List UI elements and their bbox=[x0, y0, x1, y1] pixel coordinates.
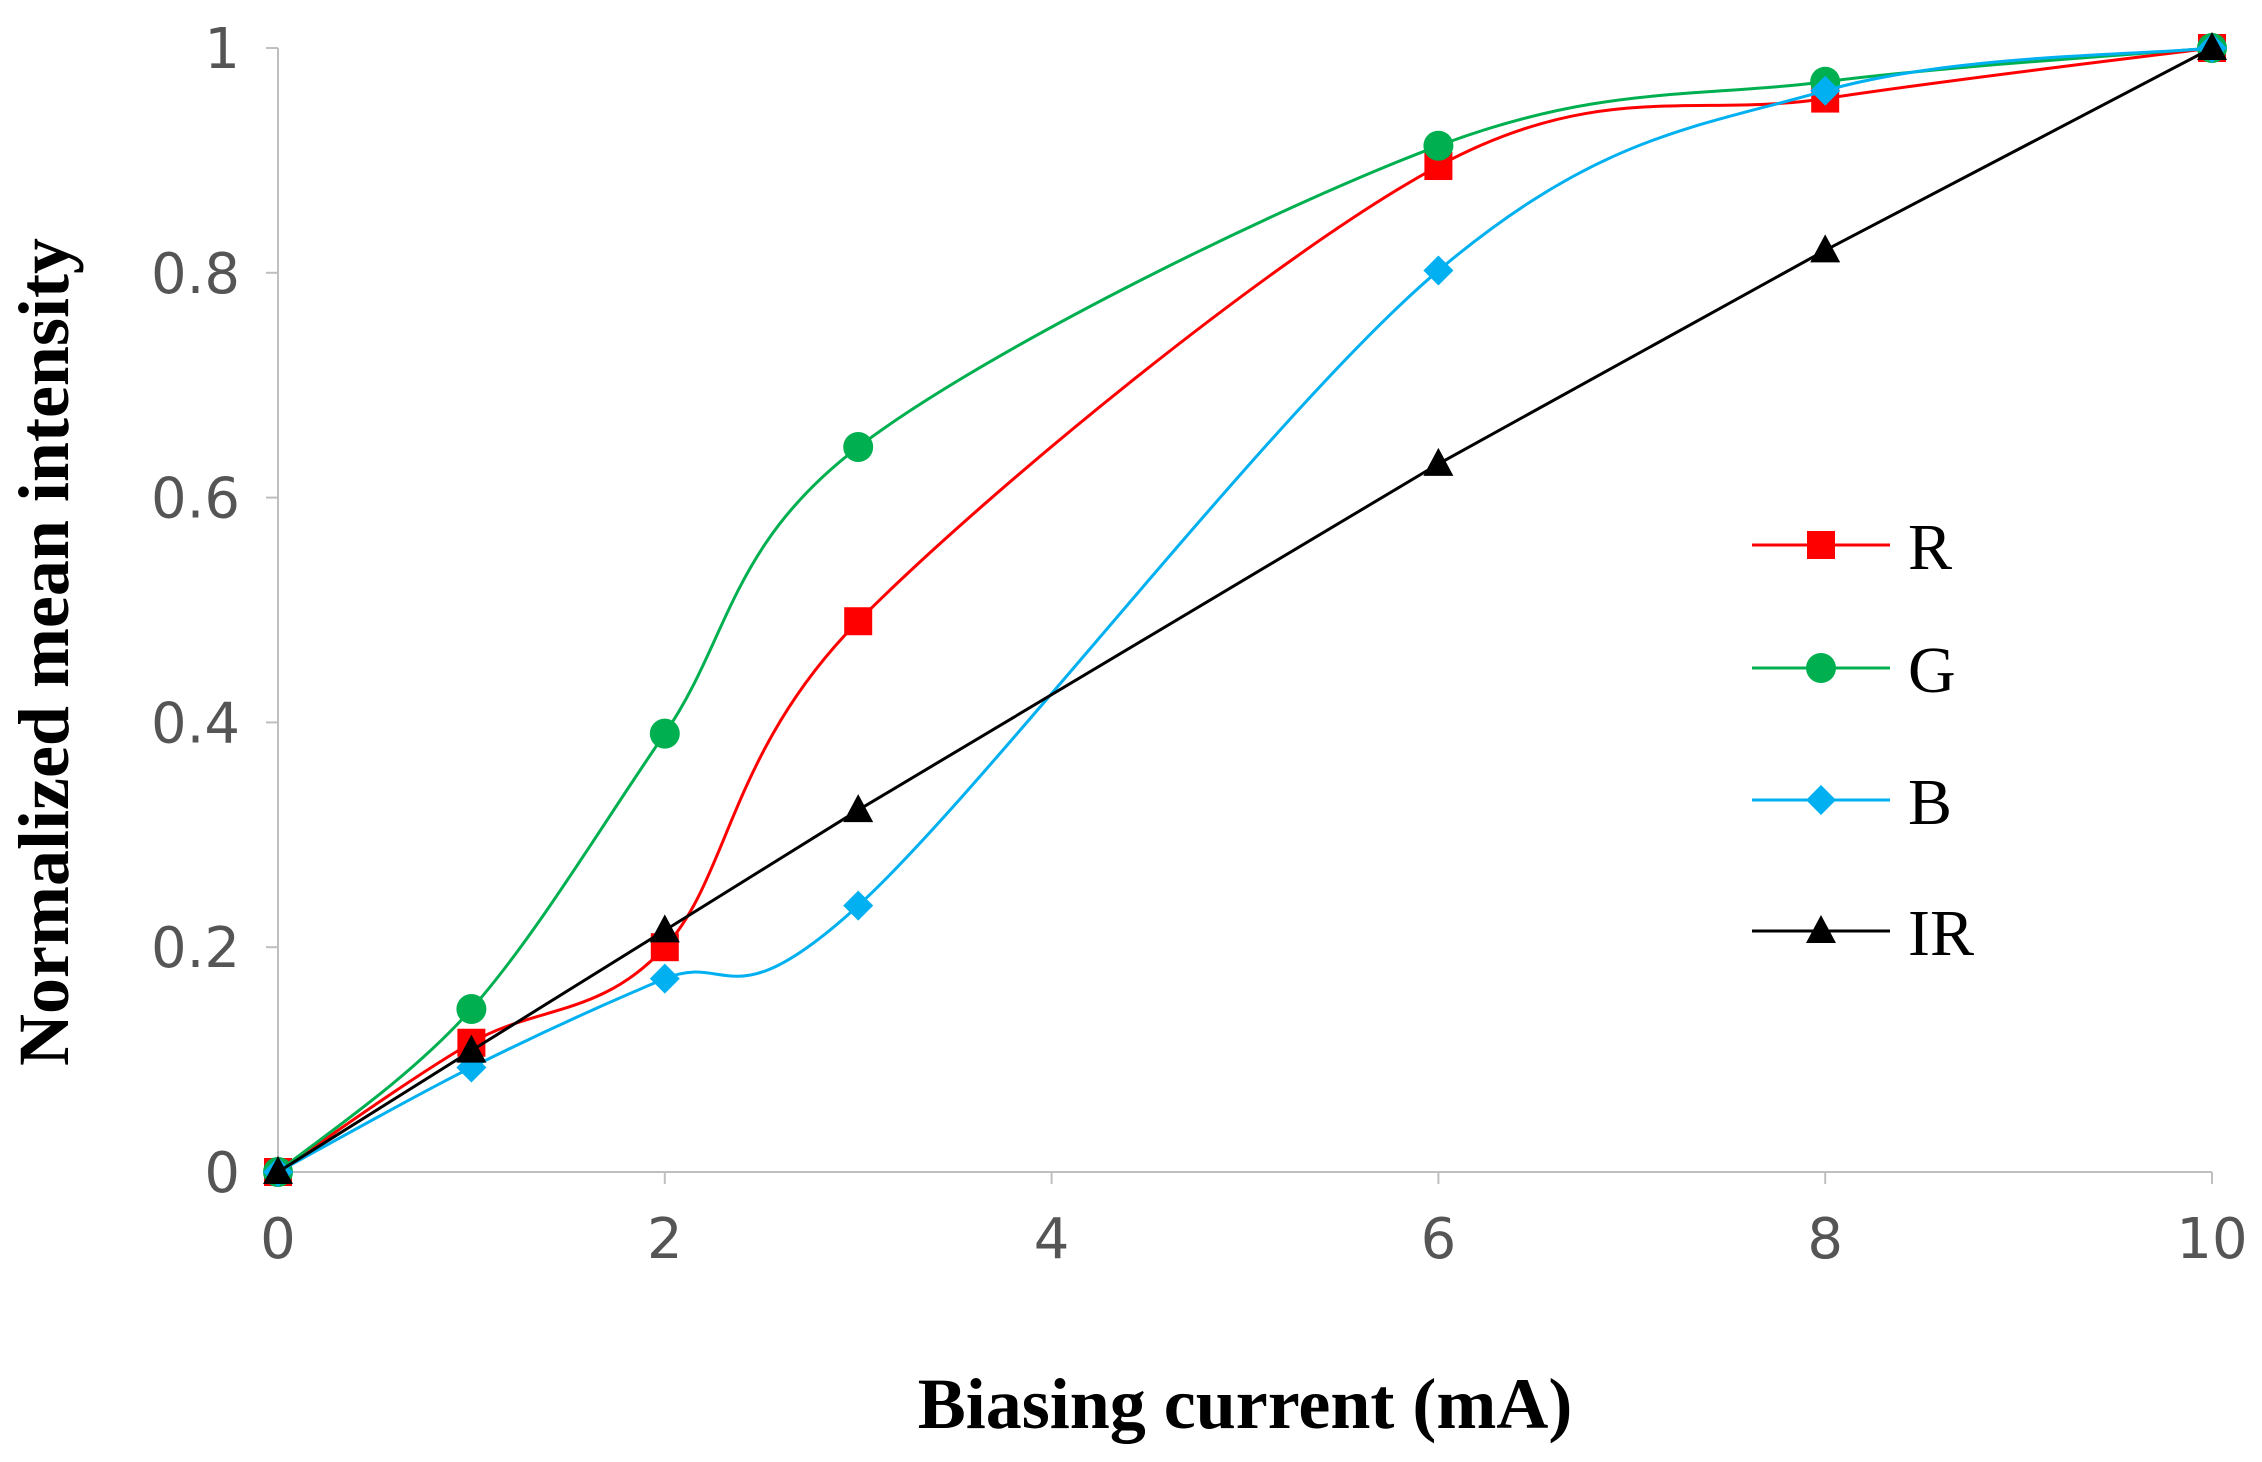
legend-marker-r bbox=[1807, 531, 1835, 559]
series-r bbox=[264, 34, 2226, 1186]
series-line-b bbox=[277, 46, 2213, 1174]
x-axis-title: Biasing current (mA) bbox=[918, 1364, 1573, 1444]
data-point-g bbox=[843, 432, 874, 463]
data-point-ir bbox=[456, 1034, 487, 1063]
x-tick-label: 4 bbox=[1034, 1207, 1070, 1272]
y-tick-label: 1 bbox=[204, 17, 240, 82]
data-point-r bbox=[844, 607, 873, 636]
legend-marker-g bbox=[1806, 653, 1836, 683]
y-axis-title: Normalized mean intensity bbox=[4, 238, 84, 1066]
series-lines bbox=[263, 32, 2227, 1187]
legend-marker-ir bbox=[1806, 915, 1836, 943]
legend-label-b: B bbox=[1908, 766, 1952, 839]
data-point-b bbox=[649, 963, 680, 994]
legend-label-g: G bbox=[1908, 634, 1956, 707]
data-point-b bbox=[843, 890, 874, 921]
y-tick-label: 0.6 bbox=[151, 467, 240, 532]
series-g bbox=[263, 33, 2227, 1187]
legend-label-r: R bbox=[1908, 511, 1952, 584]
axes: 00.20.40.60.810 2 4 6 8 10 bbox=[151, 17, 2248, 1272]
legend-item-g: G bbox=[1752, 634, 1956, 707]
data-point-b bbox=[1423, 255, 1454, 286]
legend-item-ir: IR bbox=[1752, 897, 1974, 970]
data-point-ir bbox=[263, 1156, 293, 1184]
series-ir bbox=[263, 32, 2227, 1184]
legend-item-b: B bbox=[1752, 766, 1952, 839]
data-point-g bbox=[649, 718, 680, 749]
y-tick-label: 0.8 bbox=[151, 242, 240, 307]
legend: RGB IR bbox=[1752, 511, 1974, 970]
series-line-r bbox=[277, 46, 2213, 1174]
y-tick-label: 0.4 bbox=[151, 691, 240, 756]
data-point-ir bbox=[1810, 234, 1841, 263]
x-tick-label: 8 bbox=[1807, 1207, 1843, 1272]
x-tick-label: 10 bbox=[2176, 1207, 2247, 1272]
x-tick-label: 2 bbox=[647, 1207, 683, 1272]
legend-item-r: R bbox=[1752, 511, 1952, 584]
y-tick-label: 0.2 bbox=[151, 916, 240, 981]
series-line-g bbox=[277, 46, 2213, 1174]
x-tick-label: 0 bbox=[260, 1207, 296, 1272]
legend-marker-b bbox=[1806, 785, 1836, 815]
data-point-ir bbox=[2197, 32, 2227, 60]
series-b bbox=[263, 33, 2227, 1187]
data-point-ir bbox=[1423, 447, 1454, 476]
y-tick-label: 0 bbox=[204, 1141, 240, 1206]
data-point-ir bbox=[843, 794, 874, 823]
series-line-ir bbox=[277, 46, 2213, 1174]
data-point-g bbox=[456, 994, 487, 1025]
data-point-ir bbox=[649, 914, 680, 943]
legend-label-ir: IR bbox=[1908, 897, 1974, 970]
x-tick-label: 6 bbox=[1421, 1207, 1457, 1272]
data-point-b bbox=[1810, 75, 1841, 106]
data-point-g bbox=[1423, 130, 1454, 161]
